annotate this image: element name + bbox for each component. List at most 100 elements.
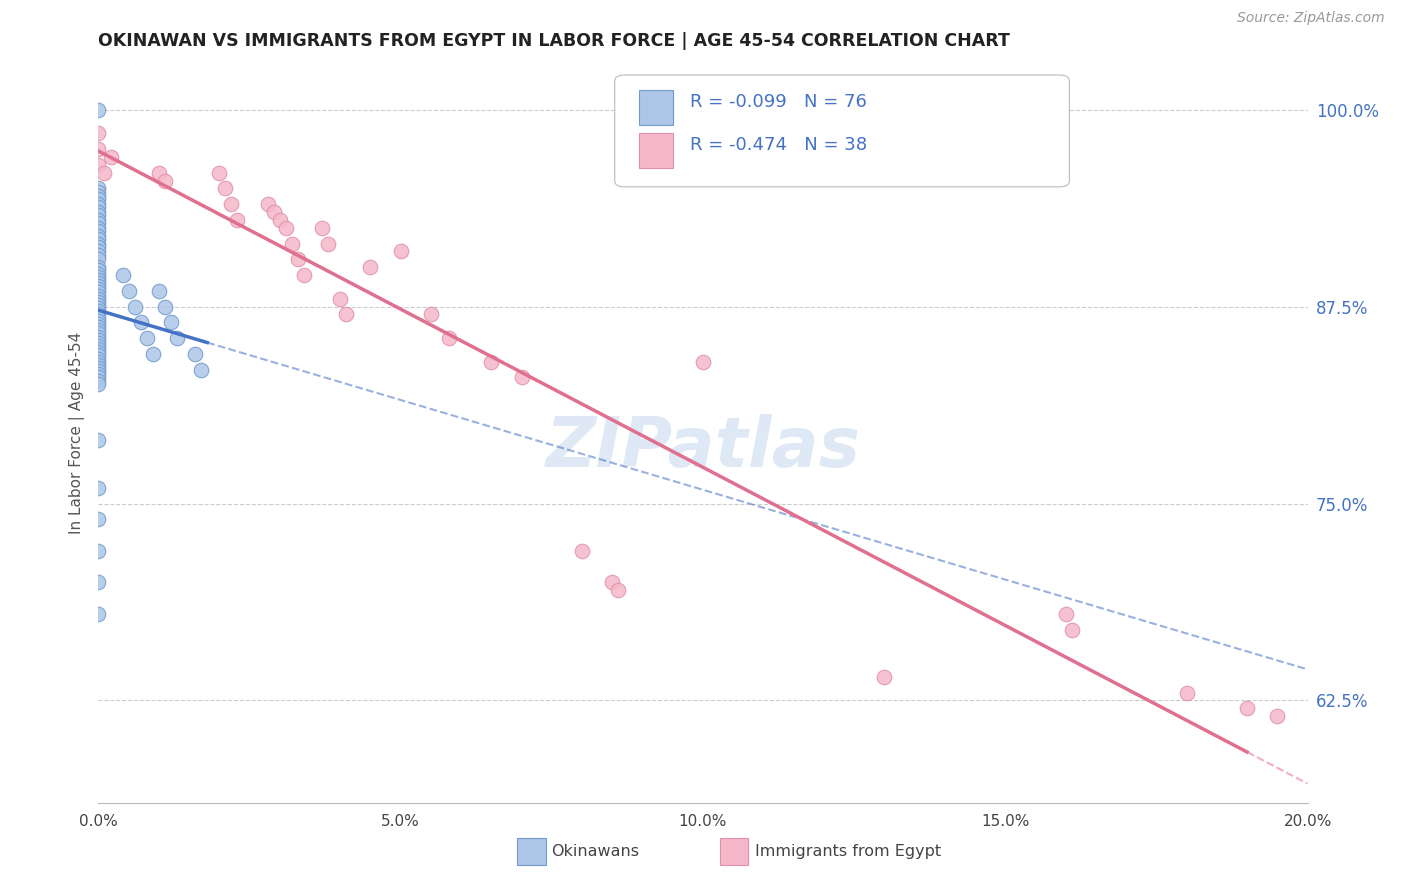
Point bbox=[420, 308, 443, 322]
Point bbox=[87, 189, 110, 203]
Point bbox=[124, 300, 146, 314]
Point bbox=[87, 342, 110, 356]
Point bbox=[87, 314, 110, 328]
Point bbox=[142, 347, 165, 361]
Point bbox=[87, 329, 110, 343]
Point bbox=[87, 224, 110, 238]
Point bbox=[87, 575, 110, 590]
Bar bbox=[720, 838, 748, 865]
Point bbox=[87, 276, 110, 290]
Point bbox=[87, 285, 110, 300]
Point bbox=[281, 236, 304, 251]
Point bbox=[87, 298, 110, 312]
Point bbox=[87, 333, 110, 347]
Point bbox=[153, 173, 176, 187]
Point bbox=[87, 260, 110, 275]
Point bbox=[87, 232, 110, 246]
Point bbox=[87, 326, 110, 341]
Point bbox=[87, 351, 110, 366]
Point bbox=[510, 370, 533, 384]
Point bbox=[87, 240, 110, 254]
Point bbox=[166, 331, 188, 345]
Point bbox=[87, 200, 110, 214]
Point bbox=[87, 434, 110, 448]
Point bbox=[87, 282, 110, 296]
Point bbox=[87, 142, 110, 156]
Point bbox=[118, 284, 141, 298]
Point bbox=[87, 247, 110, 261]
Point bbox=[148, 166, 170, 180]
Point bbox=[111, 268, 134, 282]
Point bbox=[87, 345, 110, 359]
Point bbox=[360, 260, 382, 275]
Point bbox=[87, 197, 110, 211]
Point bbox=[87, 269, 110, 284]
Point bbox=[87, 213, 110, 227]
Point bbox=[274, 220, 297, 235]
Point bbox=[87, 273, 110, 287]
Text: OKINAWAN VS IMMIGRANTS FROM EGYPT IN LABOR FORCE | AGE 45-54 CORRELATION CHART: OKINAWAN VS IMMIGRANTS FROM EGYPT IN LAB… bbox=[98, 32, 1011, 50]
Point bbox=[153, 300, 176, 314]
Point bbox=[93, 166, 115, 180]
Point bbox=[87, 181, 110, 195]
Point bbox=[87, 103, 110, 117]
Point bbox=[437, 331, 460, 345]
Point bbox=[148, 284, 170, 298]
Point bbox=[87, 301, 110, 315]
Point bbox=[1236, 701, 1258, 715]
Point bbox=[87, 208, 110, 222]
Point bbox=[87, 236, 110, 251]
Point bbox=[1054, 607, 1077, 621]
Text: R = -0.099   N = 76: R = -0.099 N = 76 bbox=[690, 93, 866, 111]
Point bbox=[87, 320, 110, 334]
Point bbox=[311, 220, 333, 235]
Point bbox=[256, 197, 278, 211]
Point bbox=[87, 126, 110, 140]
Point bbox=[226, 213, 249, 227]
Point bbox=[87, 294, 110, 309]
Point bbox=[87, 193, 110, 207]
Point bbox=[129, 315, 152, 329]
Point bbox=[87, 228, 110, 243]
Point bbox=[602, 575, 624, 590]
Point bbox=[87, 304, 110, 318]
Point bbox=[87, 317, 110, 331]
Text: Immigrants from Egypt: Immigrants from Egypt bbox=[755, 845, 941, 859]
Point bbox=[87, 244, 110, 259]
Point bbox=[87, 543, 110, 558]
Point bbox=[87, 252, 110, 267]
Point bbox=[208, 166, 231, 180]
Point bbox=[87, 288, 110, 302]
Point bbox=[87, 292, 110, 306]
Point bbox=[335, 308, 357, 322]
Point bbox=[87, 348, 110, 362]
Point bbox=[269, 213, 291, 227]
Point bbox=[87, 335, 110, 350]
Point bbox=[389, 244, 412, 259]
Point bbox=[87, 358, 110, 372]
Point bbox=[316, 236, 339, 251]
Point bbox=[100, 150, 122, 164]
Point bbox=[87, 216, 110, 230]
Point bbox=[87, 279, 110, 293]
Point bbox=[1267, 709, 1289, 723]
Point bbox=[87, 185, 110, 199]
Point bbox=[87, 374, 110, 388]
FancyBboxPatch shape bbox=[638, 133, 673, 169]
Point bbox=[87, 323, 110, 337]
Point bbox=[87, 370, 110, 384]
Point bbox=[263, 205, 285, 219]
Point bbox=[607, 583, 630, 598]
Text: R = -0.474   N = 38: R = -0.474 N = 38 bbox=[690, 136, 868, 153]
Point bbox=[87, 376, 110, 391]
Point bbox=[873, 670, 896, 684]
Point bbox=[87, 263, 110, 277]
Point bbox=[87, 158, 110, 172]
Point bbox=[184, 347, 207, 361]
Point bbox=[481, 355, 503, 369]
Point bbox=[214, 181, 236, 195]
Point bbox=[87, 308, 110, 322]
Point bbox=[87, 512, 110, 526]
Point bbox=[329, 292, 352, 306]
Point bbox=[1175, 685, 1198, 699]
